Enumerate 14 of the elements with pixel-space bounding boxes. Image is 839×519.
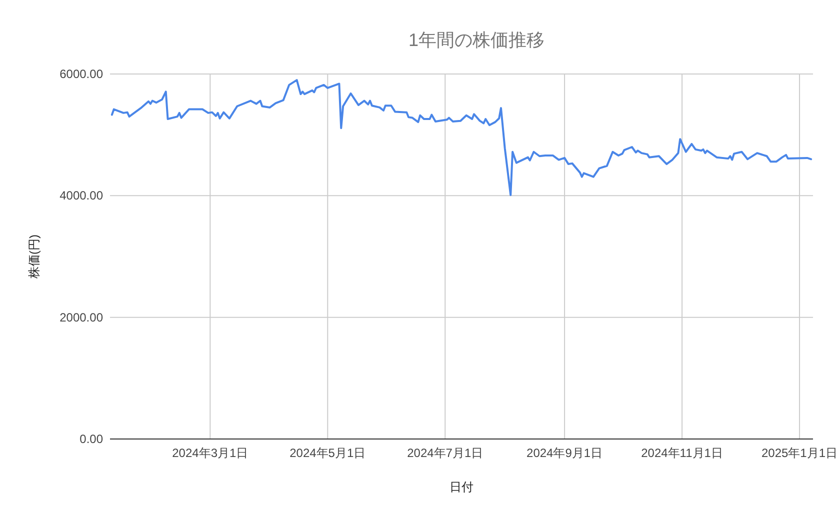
line-series bbox=[110, 79, 812, 196]
y-axis-title: 株価(円) bbox=[27, 234, 41, 280]
y-tick-label: 4000.00 bbox=[60, 188, 104, 203]
x-tick-label: 2025年1月1日 bbox=[761, 446, 838, 460]
y-tick-label: 2000.00 bbox=[60, 310, 104, 324]
y-tick-label: 6000.00 bbox=[60, 67, 104, 81]
x-tick-label: 2024年9月1日 bbox=[526, 446, 603, 460]
chart-title: 1年間の株価推移 bbox=[408, 30, 545, 50]
x-tick-label: 2024年5月1日 bbox=[290, 446, 366, 460]
x-tick-label: 2024年7月1日 bbox=[407, 446, 484, 460]
y-tick-label: 0.00 bbox=[80, 432, 104, 446]
x-tick-label: 2024年3月1日 bbox=[172, 446, 248, 460]
x-tick-label: 2024年11月1日 bbox=[641, 446, 723, 460]
x-axis-title: 日付 bbox=[450, 480, 474, 494]
